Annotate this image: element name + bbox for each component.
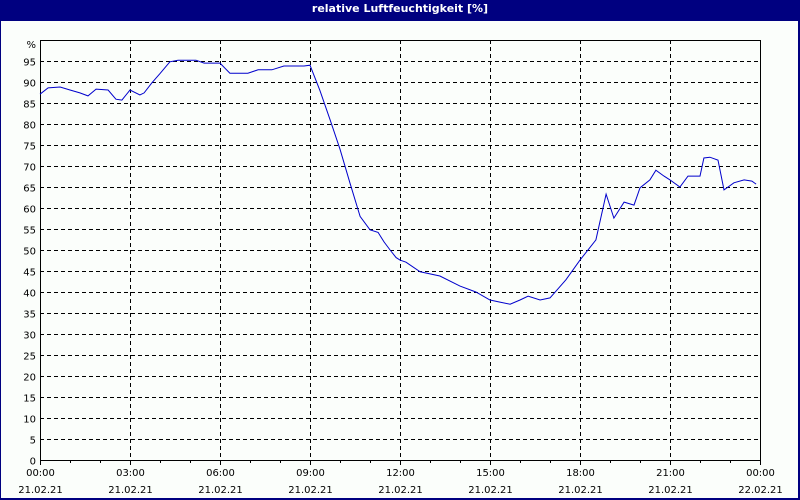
y-tick-label: 75 [23,142,36,153]
x-tick-time: 15:00 [476,468,505,479]
y-tick-label: 85 [23,100,36,111]
y-tick-label: 90 [23,79,36,90]
y-tick-label: 40 [23,289,36,300]
humidity-series-line [39,59,757,305]
y-tick-label: 15 [23,394,36,405]
x-tick-date: 21.02.21 [468,485,513,496]
y-axis-labels: 0 5 10 15 20 25 30 35 40 45 50 55 60 65 70 75 80 85 90 95% [23,40,36,468]
chart-title: relative Luftfeuchtigkeit [%] [311,2,489,15]
x-tick-date: 21.02.21 [288,485,333,496]
x-tick-time: 12:00 [386,468,415,479]
x-tick-date: 22.02.21 [738,485,783,496]
x-tick-date: 21.02.21 [18,485,63,496]
y-tick-label: 5 [30,436,36,447]
y-tick-label: 35 [23,310,36,321]
x-tick-time: 21:00 [656,468,685,479]
y-tick-label: 55 [23,226,36,237]
x-tick-time: 03:00 [116,468,145,479]
x-tick-time: 06:00 [206,468,235,479]
x-tick-time: 00:00 [26,468,55,479]
y-tick-label: 30 [23,331,36,342]
x-tick-time: 00:00 [746,468,775,479]
x-tick-date: 21.02.21 [648,485,693,496]
y-tick-label: 50 [23,247,36,258]
y-tick-label: 0 [30,457,36,468]
y-tick-label: 65 [23,184,36,195]
x-tick-date: 21.02.21 [108,485,153,496]
y-tick-label: 10 [23,415,36,426]
y-tick-label: 25 [23,352,36,363]
x-tick-date: 21.02.21 [378,485,423,496]
y-tick-label: 80 [23,121,36,132]
axes [40,40,761,465]
x-tick-date: 21.02.21 [558,485,603,496]
y-tick-label: 45 [23,268,36,279]
y-tick-label: 60 [23,205,36,216]
grid-lines [40,40,760,460]
x-tick-time: 09:00 [296,468,325,479]
x-tick-time: 18:00 [566,468,595,479]
x-tick-date: 21.02.21 [198,485,243,496]
y-tick-label: 95 [23,58,36,69]
y-unit-label: % [26,40,36,51]
y-tick-label: 20 [23,373,36,384]
y-tick-label: 70 [23,163,36,174]
x-axis-labels: 00:00 21.02.21 03:00 21.02.21 06:00 21.02.21 0… [18,468,783,496]
